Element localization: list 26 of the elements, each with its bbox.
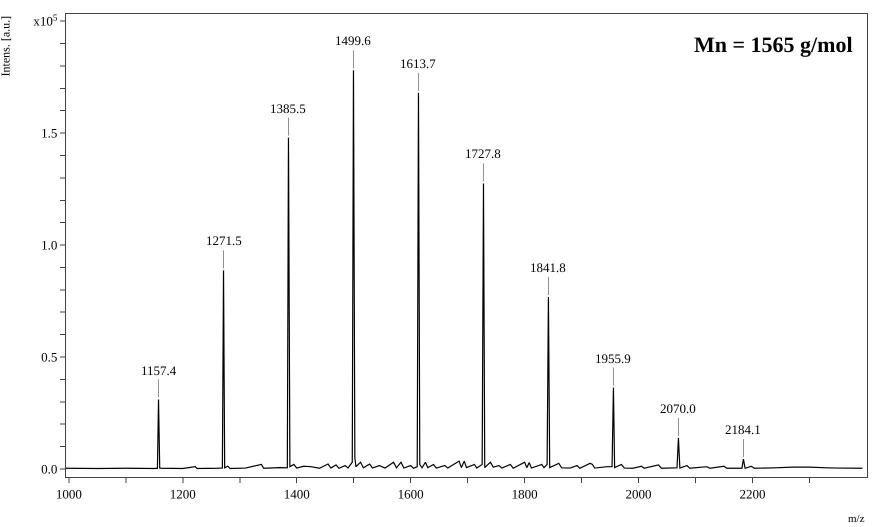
annotation: 1613.7 — [400, 56, 436, 71]
x-tick-label: 1600 — [398, 486, 424, 502]
y-axis-title: Intens. [a.u.] — [0, 16, 12, 76]
annotation: 1841.8 — [530, 260, 566, 275]
annotation: 2070.0 — [660, 401, 696, 416]
annotation: 1385.5 — [270, 101, 306, 116]
line-series — [66, 70, 864, 470]
annotation: 1727.8 — [465, 146, 501, 161]
y-tick-label: 0.5 — [41, 350, 58, 365]
y-tick-label: 0.0 — [41, 461, 58, 476]
x-tick-label: 1000 — [56, 486, 82, 502]
y-tick-label: x10$^{5}$ — [33, 12, 58, 29]
annotation: 1157.4 — [141, 363, 177, 378]
x-tick-label: 1800 — [512, 486, 538, 502]
x-axis-title: m/z — [848, 513, 865, 525]
x-tick-label: 2200 — [739, 486, 766, 502]
annotation: 1271.5 — [206, 233, 242, 248]
annotation: Mn = 1565 g/mol — [694, 32, 853, 57]
x-tick-label: 1200 — [170, 486, 196, 502]
y-tick-label: 1.5 — [41, 126, 58, 141]
x-tick-label: 1400 — [284, 486, 310, 502]
annotation: 1499.6 — [335, 33, 372, 48]
annotation: 2184.1 — [725, 422, 761, 437]
y-tick-label: 1.0 — [41, 238, 58, 253]
annotation: 1955.9 — [595, 351, 631, 366]
x-tick-label: 2000 — [626, 486, 652, 502]
